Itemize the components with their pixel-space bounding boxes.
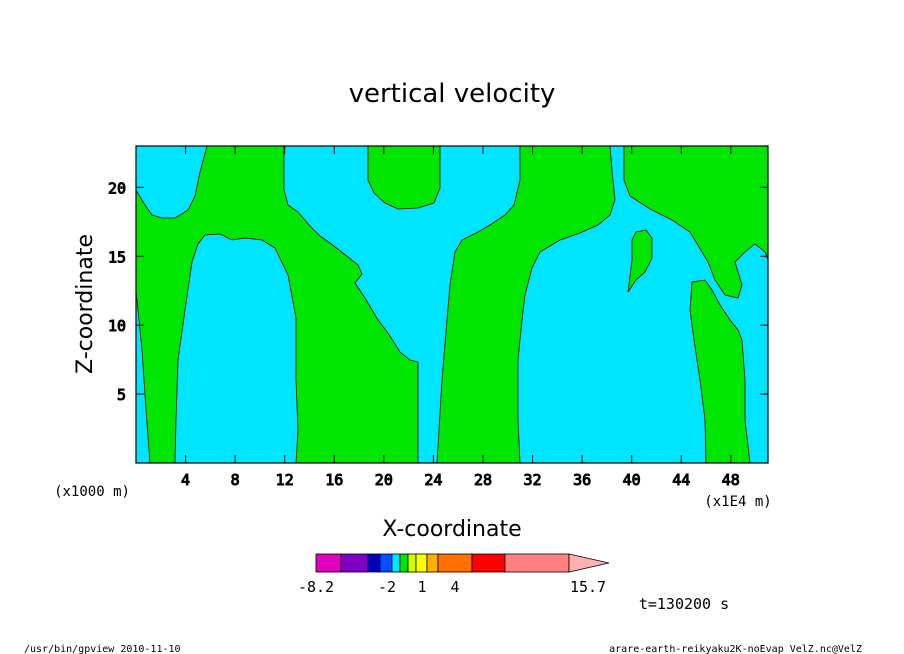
y-unit-note: (x1000 m): [54, 484, 130, 500]
footer-right: arare-earth-reikyaku2K-noEvap_VelZ.nc@Ve…: [609, 644, 862, 654]
colorbar-segment: [379, 553, 393, 573]
colorbar-segment: [367, 553, 381, 573]
y-tick-label: 20: [108, 179, 126, 197]
x-tick-label: 12: [276, 471, 294, 489]
colorbar-tick-label: 15.7: [570, 578, 606, 596]
colorbar-segment: [471, 553, 506, 573]
x-tick-label: 36: [573, 471, 591, 489]
x-tick-label: 28: [474, 471, 492, 489]
colorbar-segment: [437, 553, 473, 573]
colorbar-segment: [504, 553, 570, 573]
updraft-region-2: [367, 145, 441, 210]
colorbar-segment: [315, 553, 342, 573]
colorbar-tick-label: 4: [450, 578, 459, 596]
updraft-region-4: [623, 145, 769, 299]
updraft-region-5: [627, 229, 653, 293]
x-tick-label: 24: [424, 471, 442, 489]
plot-frame: [135, 145, 769, 464]
y-tick-label: 5: [117, 386, 126, 404]
x-tick-label: 8: [231, 471, 240, 489]
x-tick-label: 16: [325, 471, 343, 489]
colorbar-segment: [340, 553, 369, 573]
updraft-region-3: [436, 145, 616, 464]
x-tick-label: 44: [672, 471, 690, 489]
x-tick-label: 32: [524, 471, 542, 489]
x-unit-note: (x1E4 m): [704, 494, 771, 510]
colorbar-segment: [426, 553, 439, 573]
x-tick-label: 4: [181, 471, 190, 489]
colorbar-labels: -8.2 -2 1 4 15.7: [298, 578, 606, 596]
y-tick-label: 15: [108, 248, 126, 266]
x-axis-label: X-coordinate: [382, 517, 521, 542]
x-tick-label: 20: [375, 471, 393, 489]
colorbar-segment: [399, 553, 409, 573]
colorbar-segment: [407, 553, 417, 573]
chart-title: vertical velocity: [349, 79, 556, 109]
updraft-region-6: [689, 279, 751, 464]
colorbar-segment: [391, 553, 401, 573]
colorbar-tick-label: 1: [417, 578, 426, 596]
time-label: t=130200 s: [639, 595, 729, 613]
colorbar-segment: [415, 553, 428, 573]
colorbar-tick-label: -8.2: [298, 578, 334, 596]
updraft-region-1: [135, 145, 419, 464]
x-tick-label: 40: [623, 471, 641, 489]
colorbar: [315, 553, 610, 573]
colorbar-tick-label: -2: [378, 578, 396, 596]
y-tick-label: 10: [108, 317, 126, 335]
footer-left: /usr/bin/gpview 2010-11-10: [24, 644, 181, 654]
x-tick-label: 48: [722, 471, 740, 489]
y-axis-label: Z-coordinate: [73, 234, 98, 374]
colorbar-extension-arrow: [568, 553, 610, 573]
